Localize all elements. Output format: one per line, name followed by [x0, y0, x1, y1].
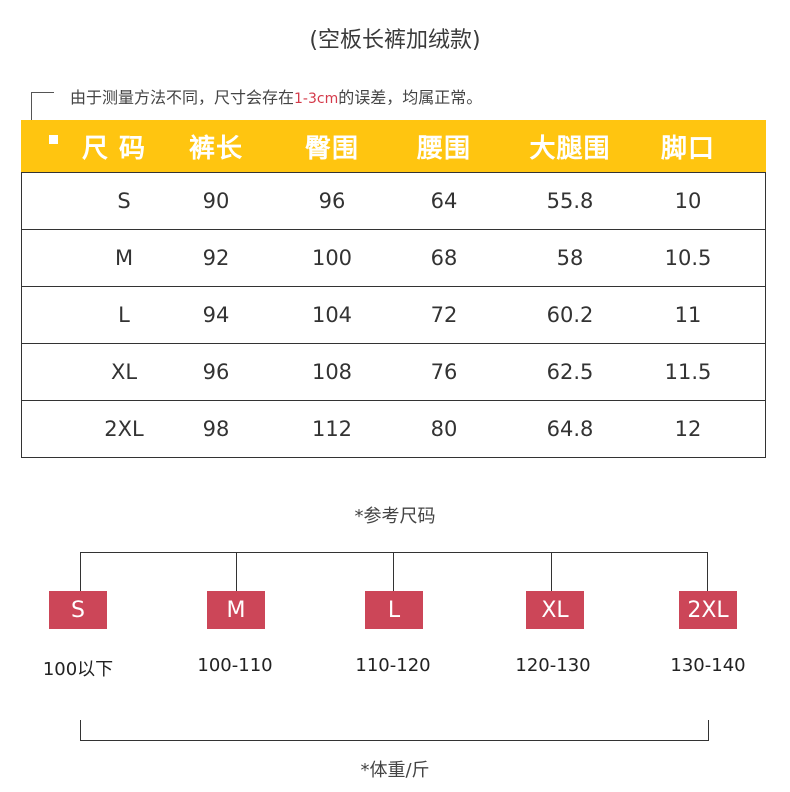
table-cell: 72 [430, 303, 458, 327]
table-cell: 104 [311, 303, 353, 327]
table-cell: 64.8 [546, 417, 594, 441]
size-table: 尺 码 裤长 臀围 腰围 大腿围 脚口 S 90 96 64 55.8 10 M 92 100 6… [21, 120, 766, 458]
tree-branch [393, 552, 394, 592]
table-cell: 96 [202, 360, 230, 384]
weight-bracket [80, 720, 709, 741]
table-cell: XL [110, 360, 138, 384]
weight-range-2xl: 130-140 [670, 655, 746, 676]
table-cell: 94 [202, 303, 230, 327]
table-cell: L [118, 303, 130, 327]
size-box-s: S [49, 591, 107, 629]
note-text-before: 由于测量方法不同，尺寸会存在 [70, 88, 295, 107]
tree-branch [707, 552, 708, 592]
reference-size-label: *参考尺码 [354, 506, 436, 527]
table-cell: 60.2 [546, 303, 594, 327]
note-bracket [31, 92, 54, 139]
note-highlight: 1-3cm [294, 91, 339, 107]
measurement-note: 由于测量方法不同，尺寸会存在1-3cm的误差，均属正常。 [70, 84, 482, 108]
table-cell: S [117, 189, 131, 213]
table-cell: 90 [202, 189, 230, 213]
size-box-m: M [207, 591, 265, 629]
table-cell: M [114, 246, 134, 270]
weight-range-xl: 120-130 [515, 655, 591, 676]
table-cell: 62.5 [546, 360, 594, 384]
header-size: 尺 码 [81, 133, 147, 164]
header-length: 裤长 [188, 133, 243, 164]
table-row: S 90 96 64 55.8 10 [21, 172, 766, 230]
table-cell: 68 [430, 246, 458, 270]
weight-range-m: 100-110 [197, 655, 273, 676]
header-thigh: 大腿围 [529, 133, 611, 164]
note-text-after: 的误差，均属正常。 [338, 88, 483, 107]
table-cell: 100 [311, 246, 353, 270]
table-row: L 94 104 72 60.2 11 [21, 287, 766, 344]
weight-range-l: 110-120 [355, 655, 431, 676]
table-cell: 108 [311, 360, 353, 384]
table-row: XL 96 108 76 62.5 11.5 [21, 344, 766, 401]
table-cell: 80 [430, 417, 458, 441]
page-title: (空板长裤加绒款) [309, 28, 481, 53]
size-box-xl: XL [526, 591, 584, 629]
table-cell: 10 [674, 189, 702, 213]
table-cell: 98 [202, 417, 230, 441]
table-row: M 92 100 68 58 10.5 [21, 230, 766, 287]
table-header: 尺 码 裤长 臀围 腰围 大腿围 脚口 [21, 120, 766, 172]
tree-line [80, 552, 708, 553]
tree-branch [551, 552, 552, 592]
header-hip: 臀围 [304, 133, 359, 164]
table-cell: 58 [556, 246, 584, 270]
table-cell: 55.8 [546, 189, 594, 213]
size-box-2xl: 2XL [679, 591, 737, 629]
header-hem: 脚口 [660, 133, 715, 164]
tree-branch [236, 552, 237, 592]
weight-unit-label: *体重/斤 [360, 760, 430, 781]
header-waist: 腰围 [416, 133, 471, 164]
table-cell: 96 [318, 189, 346, 213]
tree-branch [80, 552, 81, 592]
weight-range-s: 100以下 [42, 659, 114, 680]
table-cell: 2XL [104, 417, 144, 441]
table-cell: 76 [430, 360, 458, 384]
table-cell: 92 [202, 246, 230, 270]
table-cell: 112 [311, 417, 353, 441]
table-cell: 11.5 [664, 360, 712, 384]
table-cell: 64 [430, 189, 458, 213]
table-row: 2XL 98 112 80 64.8 12 [21, 401, 766, 458]
table-cell: 11 [674, 303, 702, 327]
table-cell: 10.5 [664, 246, 712, 270]
header-marker [49, 135, 58, 144]
size-box-l: L [365, 591, 423, 629]
table-cell: 12 [674, 417, 702, 441]
